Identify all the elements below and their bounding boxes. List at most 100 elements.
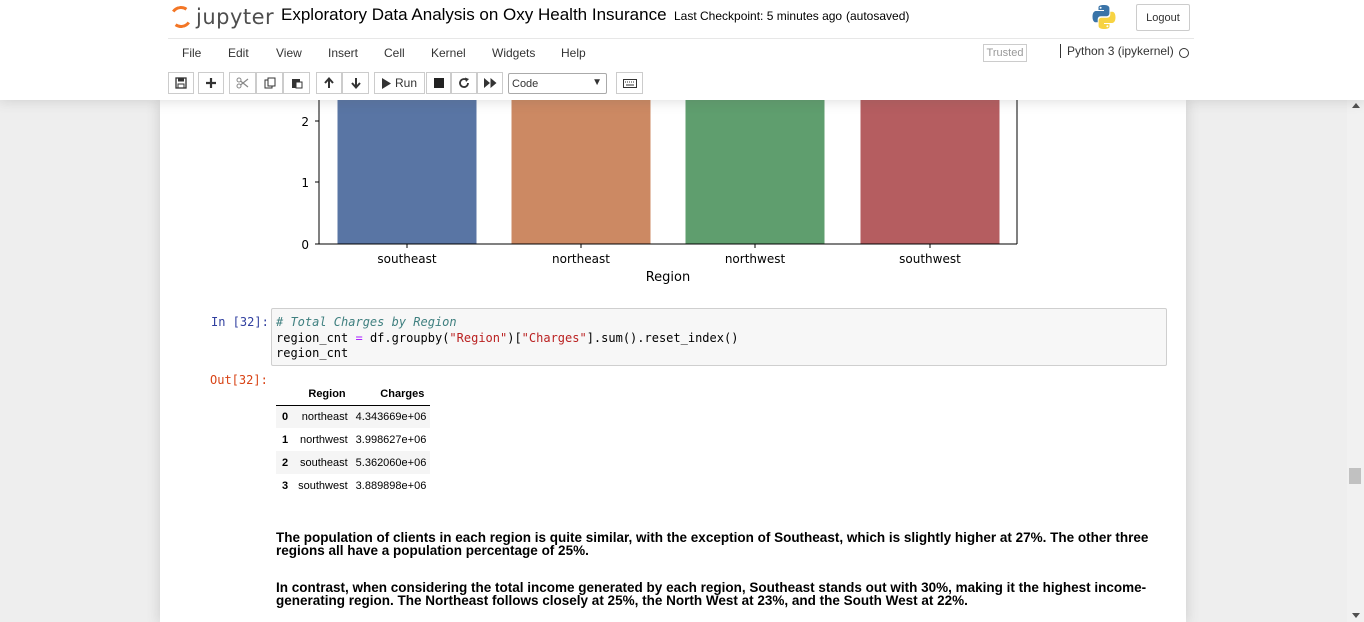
- table-cell: southwest: [298, 479, 348, 492]
- cut-icon: [236, 77, 249, 89]
- plus-icon: [206, 78, 216, 88]
- bar-northeast: [511, 100, 651, 244]
- menu-kernel[interactable]: Kernel: [431, 46, 466, 60]
- code-cell-editor[interactable]: # Total Charges by Region region_cnt = d…: [271, 308, 1167, 366]
- menu-edit[interactable]: Edit: [228, 46, 249, 60]
- menubar: File Edit View Insert Cell Kernel Widget…: [168, 38, 1194, 68]
- interrupt-button[interactable]: [426, 72, 451, 94]
- table-cell: northeast: [301, 410, 348, 423]
- code-comment: # Total Charges by Region: [276, 315, 457, 329]
- menu-cell[interactable]: Cell: [384, 46, 405, 60]
- jupyter-logo[interactable]: jupyter: [168, 2, 275, 32]
- logout-button[interactable]: Logout: [1136, 4, 1190, 31]
- keyboard-icon: [622, 78, 637, 88]
- table-header-cell: [276, 383, 295, 406]
- trusted-badge[interactable]: Trusted: [983, 44, 1027, 62]
- restart-icon: [459, 77, 469, 88]
- insert-cell-button[interactable]: [198, 72, 224, 94]
- paste-icon: [291, 79, 302, 89]
- paste-button[interactable]: [283, 72, 310, 94]
- menu-view[interactable]: View: [276, 46, 302, 60]
- markdown-paragraph: In contrast, when considering the total …: [276, 580, 1147, 608]
- jupyter-logo-text: jupyter: [196, 5, 275, 29]
- menu-file[interactable]: File: [182, 46, 202, 60]
- x-tick-label: southeast: [377, 252, 436, 266]
- table-row: 1 northwest 3.998627e+06: [276, 428, 430, 451]
- code-token: )[: [507, 330, 522, 345]
- page-scrollbar[interactable]: [1347, 100, 1364, 622]
- arrow-up-icon: [324, 77, 334, 88]
- region-bar-chart: 0 1 2 southeast northeast northwest sout…: [301, 100, 1018, 285]
- menu-help[interactable]: Help: [561, 46, 586, 60]
- table-index-cell: 0: [282, 410, 289, 423]
- table-row: 2 southeast 5.362060e+06: [276, 451, 431, 474]
- chevron-down-icon: ▼: [592, 77, 602, 88]
- table-cell: southeast: [299, 456, 348, 469]
- table-row: 3 southwest 3.889898e+06: [276, 474, 430, 497]
- move-down-button[interactable]: [342, 72, 369, 94]
- stop-icon: [433, 78, 444, 88]
- x-axis-label: Region: [646, 270, 691, 285]
- bar-northwest: [685, 100, 825, 244]
- dataframe-table: Region Charges 0 northeast 4.343669e+06 …: [276, 383, 431, 497]
- restart-run-all-button[interactable]: [477, 72, 503, 94]
- notebook-container: 0 1 2 southeast northeast northwest sout…: [160, 100, 1186, 622]
- code-token: region_cnt: [276, 346, 349, 360]
- x-tick-label: southwest: [899, 252, 961, 266]
- table-row: 0 northeast 4.343669e+06: [276, 405, 431, 428]
- run-button[interactable]: Run: [374, 72, 425, 94]
- table-index-cell: 1: [282, 433, 289, 446]
- table-cell: 3.998627e+06: [355, 433, 427, 446]
- table-cell: 5.362060e+06: [355, 456, 427, 469]
- code-token: df.groupby(: [362, 330, 450, 345]
- autosave-status: (autosaved): [846, 9, 910, 23]
- table-index-cell: 2: [282, 456, 289, 469]
- y-tick-label: 1: [301, 176, 309, 190]
- cell-type-value: Code: [512, 77, 539, 90]
- python-logo-icon: [1092, 5, 1116, 29]
- x-tick-label: northeast: [552, 252, 610, 266]
- input-prompt: In [32]:: [211, 315, 269, 329]
- cut-button[interactable]: [229, 72, 256, 94]
- y-tick-label: 2: [301, 115, 309, 129]
- fast-forward-icon: [483, 78, 496, 88]
- menu-widgets[interactable]: Widgets: [492, 46, 536, 60]
- restart-button[interactable]: [451, 72, 477, 94]
- code-token: region_cnt: [276, 330, 356, 345]
- kernel-name[interactable]: Python 3 (ipykernel): [1060, 44, 1174, 58]
- notebook-header: jupyter Exploratory Data Analysis on Oxy…: [0, 0, 1364, 100]
- scrollbar-thumb[interactable]: [1349, 468, 1361, 484]
- save-icon: [175, 77, 187, 89]
- scroll-down-arrow-icon[interactable]: [1352, 613, 1360, 618]
- copy-icon: [264, 77, 275, 89]
- notebook-name[interactable]: Exploratory Data Analysis on Oxy Health …: [281, 5, 667, 24]
- table-header-cell: Region: [294, 383, 352, 406]
- table-index-cell: 3: [282, 479, 289, 492]
- kernel-idle-indicator-icon: [1179, 48, 1189, 58]
- code-operator: =: [355, 330, 363, 345]
- cell-type-select[interactable]: Code ▼: [508, 73, 607, 94]
- x-tick-label: northwest: [725, 252, 786, 266]
- move-up-button[interactable]: [316, 72, 342, 94]
- table-cell: northwest: [299, 433, 348, 446]
- table-cell: 3.889898e+06: [355, 479, 427, 492]
- arrow-down-icon: [350, 78, 361, 89]
- y-tick-label: 0: [301, 238, 309, 252]
- output-prompt: Out[32]:: [210, 373, 268, 387]
- play-icon: [381, 77, 391, 89]
- jupyter-logo-icon: [168, 4, 194, 30]
- command-palette-button[interactable]: [616, 72, 643, 94]
- scroll-up-arrow-icon[interactable]: [1352, 103, 1360, 108]
- checkpoint-status: Last Checkpoint: 5 minutes ago: [674, 9, 843, 23]
- bar-southwest: [860, 100, 1000, 244]
- run-label: Run: [394, 76, 417, 90]
- table-header-row: Region Charges: [276, 383, 431, 406]
- markdown-paragraph: The population of clients in each region…: [276, 530, 1149, 558]
- code-string: "Region": [449, 330, 508, 345]
- menu-insert[interactable]: Insert: [328, 46, 359, 60]
- table-cell: 4.343669e+06: [355, 410, 427, 423]
- bar-southeast: [337, 100, 477, 244]
- copy-button[interactable]: [256, 72, 283, 94]
- code-string: "Charges": [521, 330, 587, 345]
- save-button[interactable]: [168, 72, 194, 94]
